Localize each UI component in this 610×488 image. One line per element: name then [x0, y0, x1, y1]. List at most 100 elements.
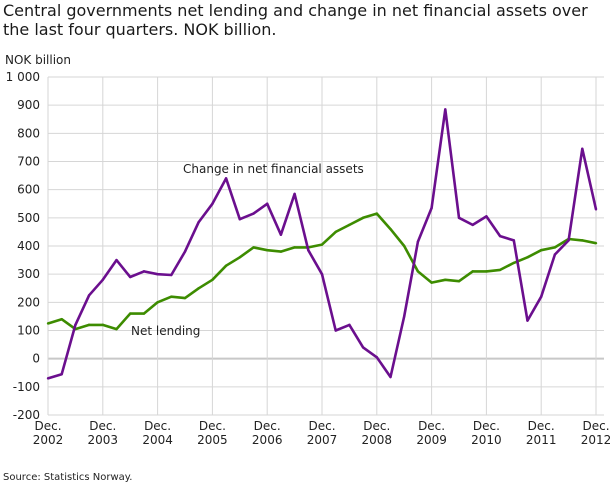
y-tick-label: 0: [32, 352, 40, 366]
data-point: [211, 278, 214, 281]
series-label-change-in-net-financial-assets: Change in net financial assets: [183, 162, 364, 176]
data-point: [224, 177, 228, 180]
data-point: [375, 212, 378, 215]
data-point: [46, 377, 50, 380]
data-point: [115, 258, 118, 262]
data-point: [594, 208, 598, 211]
data-point: [170, 295, 173, 298]
x-tick-label-year: 2005: [197, 433, 228, 447]
data-point: [74, 323, 77, 327]
data-point: [307, 249, 310, 252]
x-tick-label-month: Dec.: [34, 419, 61, 433]
data-point: [238, 218, 241, 221]
data-point: [279, 233, 283, 236]
x-tick-label-year: 2004: [142, 433, 173, 447]
data-point: [156, 272, 159, 276]
data-point: [430, 206, 433, 210]
x-tick-label-month: Dec.: [308, 419, 335, 433]
data-point: [444, 108, 447, 111]
x-tick-label-month: Dec.: [528, 419, 555, 433]
x-tick-label-year: 2011: [526, 433, 557, 447]
data-point: [512, 239, 515, 242]
x-tick-label-month: Dec.: [473, 419, 500, 433]
data-point: [416, 240, 420, 243]
data-point: [87, 294, 91, 297]
data-point: [498, 268, 502, 272]
data-point: [279, 250, 283, 253]
x-tick-label-month: Dec.: [254, 419, 281, 433]
x-tick-label-year: 2006: [252, 433, 283, 447]
x-tick-label-month: Dec.: [363, 419, 390, 433]
data-point: [101, 323, 105, 327]
data-point: [581, 147, 584, 151]
data-point: [87, 323, 91, 327]
data-point: [485, 215, 488, 218]
data-point: [334, 230, 337, 234]
data-point: [348, 223, 351, 227]
data-point: [60, 318, 63, 321]
data-point: [498, 234, 502, 238]
data-point: [320, 272, 324, 276]
data-point: [361, 346, 365, 349]
data-point: [389, 227, 392, 231]
data-point: [142, 312, 146, 315]
y-tick-label: 1 000: [6, 70, 40, 84]
data-point: [471, 223, 474, 227]
x-tick-label-month: Dec.: [582, 419, 609, 433]
data-point: [252, 212, 255, 215]
data-point: [266, 202, 269, 205]
data-point: [594, 241, 598, 245]
y-tick-label: 300: [17, 267, 40, 281]
y-tick-label: 400: [17, 239, 40, 253]
data-point: [526, 319, 529, 322]
data-point: [526, 256, 529, 259]
y-tick-label: 600: [17, 183, 40, 197]
x-tick-label-year: 2002: [33, 433, 64, 447]
x-tick-label-year: 2007: [307, 433, 338, 447]
data-point: [403, 244, 406, 248]
chart-title: Central governments net lending and chan…: [3, 1, 588, 39]
data-point: [430, 281, 433, 284]
data-point: [197, 287, 200, 290]
x-tick-label-year: 2012: [581, 433, 610, 447]
y-tick-label: -200: [13, 408, 40, 422]
data-point: [567, 239, 570, 242]
data-point: [293, 246, 296, 249]
x-tick-label-year: 2009: [416, 433, 447, 447]
y-axis-label: NOK billion: [5, 53, 72, 67]
y-tick-label: 800: [17, 126, 40, 140]
data-point: [553, 246, 557, 249]
data-point: [334, 329, 337, 332]
data-point: [183, 250, 187, 253]
data-point: [444, 278, 447, 281]
data-point: [320, 243, 324, 246]
y-tick-label: 900: [17, 98, 40, 112]
data-point: [238, 256, 241, 259]
data-point: [170, 273, 173, 277]
data-point: [224, 264, 228, 267]
data-point: [115, 327, 118, 331]
x-tick-label-year: 2003: [88, 433, 119, 447]
data-point: [403, 315, 406, 318]
y-tick-label: 200: [17, 295, 40, 309]
data-point: [485, 270, 488, 273]
data-point: [416, 270, 420, 273]
y-tick-label: -100: [13, 380, 40, 394]
data-point: [156, 301, 159, 304]
data-point: [60, 372, 63, 376]
data-point: [252, 246, 255, 249]
data-point: [471, 270, 474, 273]
series-label-net-lending: Net lending: [131, 324, 200, 338]
data-point: [211, 202, 214, 205]
y-tick-label: 100: [17, 324, 40, 338]
x-tick-label-month: Dec.: [89, 419, 116, 433]
data-point: [361, 216, 365, 220]
data-point: [581, 239, 584, 242]
data-point: [540, 295, 543, 298]
data-point: [540, 249, 543, 252]
y-tick-label: 500: [17, 211, 40, 225]
data-point: [129, 275, 132, 279]
data-point: [553, 253, 557, 256]
data-point: [457, 216, 461, 220]
